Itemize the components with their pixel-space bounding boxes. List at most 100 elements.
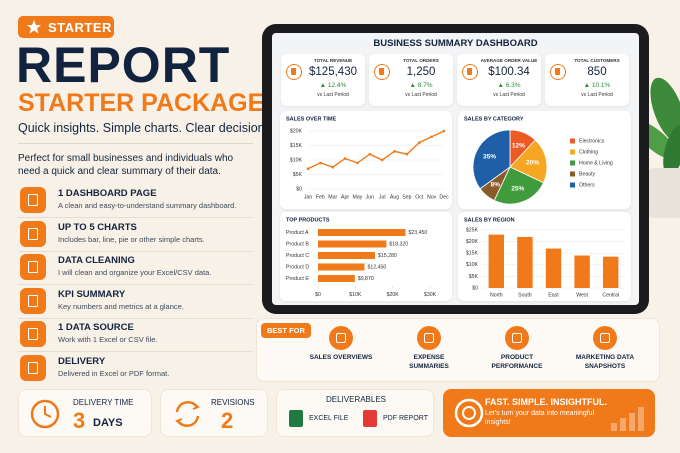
- x-tick-label: North: [490, 292, 503, 298]
- cta-bar-decoration: [611, 423, 617, 431]
- kpi-change: ▲ 12.4%: [319, 82, 347, 89]
- screen: BUSINESS SUMMARY DASHBOARD TOTAL REVENUE $…: [272, 33, 639, 305]
- feature-divider: [18, 250, 253, 252]
- bar: [318, 240, 387, 248]
- sales-line: [307, 130, 445, 170]
- line-point: [393, 150, 396, 153]
- kpi-label: TOTAL CUSTOMERS: [574, 58, 620, 63]
- feature-text: Includes bar, line, pie or other simple …: [58, 234, 205, 244]
- line-point: [331, 165, 335, 169]
- feature-icon-glyph: [28, 294, 38, 307]
- y-tick-label: $10K: [466, 262, 479, 268]
- slice-label: 8%: [491, 181, 501, 188]
- y-tick-label: $5K: [469, 274, 479, 280]
- feature-divider: [18, 284, 253, 285]
- kpi-icon-glyph: [555, 68, 560, 75]
- cta-title: FAST. SIMPLE. INSIGHTFUL.: [485, 397, 608, 407]
- y-category-label: Product B: [286, 241, 309, 247]
- x-tick-label: Aug: [390, 194, 399, 200]
- line-point: [417, 141, 421, 144]
- kpi-change: ▲ 10.1%: [583, 82, 611, 89]
- best-for-glyph: [336, 333, 346, 343]
- revisions-label: REVISIONS: [211, 398, 255, 407]
- line-point: [380, 158, 384, 162]
- x-tick-label: Jan: [304, 194, 312, 200]
- deliverable-item: EXCEL FILE: [309, 415, 349, 422]
- feature-icon: [20, 254, 46, 280]
- x-tick-label: Nov: [427, 194, 437, 200]
- kpi-label: AVERAGE ORDER VALUE: [480, 58, 538, 63]
- pie-slice: [509, 139, 548, 184]
- kpi-card: TOTAL ORDERS 1,250 ▲ 8.7% vs Last Period: [369, 54, 453, 106]
- kpi-note: vs Last Period: [317, 92, 349, 98]
- legend-swatch: [570, 160, 575, 166]
- feature-icon-glyph: [28, 227, 38, 240]
- pie-slice: [472, 129, 511, 190]
- delivery-value: 3: [73, 408, 86, 433]
- chart-card: SALES BY REGION $0 $5K $10K $15K $20K $25K Nort…: [458, 212, 631, 301]
- best-for-icon: [505, 326, 529, 350]
- slice-label: 20%: [526, 159, 539, 166]
- deliverable-item: PDF REPORT: [383, 415, 428, 422]
- feature-text: I will clean and organize your Excel/CSV…: [58, 268, 212, 277]
- x-tick-label: Sep: [402, 194, 411, 200]
- kpi-icon-glyph: [291, 68, 296, 75]
- kpi-value: 1,250: [406, 66, 436, 78]
- best-for-glyph: [512, 333, 522, 343]
- value-label: $23,450: [409, 230, 428, 236]
- clock-hands: [44, 406, 52, 418]
- line-point: [368, 152, 372, 156]
- legend-swatch: [570, 182, 575, 188]
- legend-label: Electronics: [579, 138, 605, 144]
- y-tick-label: $15K: [290, 143, 303, 149]
- best-for-item: MARKETING DATA SNAPSHOTS: [575, 354, 635, 370]
- legend-swatch: [570, 171, 575, 177]
- deliverables-card: DELIVERABLES EXCEL FILE PDF REPORT: [276, 389, 434, 437]
- kpi-icon: [374, 64, 390, 80]
- y-category-label: Product A: [286, 230, 309, 236]
- x-tick-label: Oct: [415, 194, 424, 200]
- dashboard-title: BUSINESS SUMMARY DASHBOARD: [373, 38, 538, 49]
- feature-title: UP TO 5 CHARTS: [58, 221, 137, 233]
- chart-title: SALES BY REGION: [464, 217, 515, 223]
- feature-title: 1 DATA SOURCE: [58, 322, 134, 333]
- y-tick-label: $5K: [293, 172, 303, 178]
- best-for-item: EXPENSE SUMMARIES: [409, 354, 449, 370]
- feature-divider: [18, 351, 253, 352]
- best-for-label: BEST FOR: [261, 323, 311, 338]
- kpi-icon-glyph: [467, 68, 472, 75]
- y-tick-label: $0: [296, 186, 302, 192]
- bar: [574, 255, 590, 288]
- chart-card: TOP PRODUCTS $0 $10K $20K $30K Product A $23,4…: [280, 212, 452, 301]
- star-icon: [27, 20, 41, 34]
- legend-swatch: [570, 138, 575, 144]
- y-tick-label: $0: [472, 285, 478, 291]
- best-for-icon: [417, 326, 441, 350]
- feature-icon: [20, 287, 46, 314]
- cta-text: Let's turn your data into meaningful ins…: [485, 410, 595, 426]
- slice-label: 12%: [512, 142, 525, 149]
- feature-icon-glyph: [28, 261, 38, 273]
- feature-icon: [20, 187, 46, 213]
- kpi-icon: [550, 64, 566, 80]
- bar: [318, 263, 365, 271]
- feature-title: 1 DASHBOARD PAGE: [58, 188, 157, 199]
- bar: [318, 229, 406, 236]
- x-tick-label: Central: [602, 292, 619, 298]
- x-tick-label: Apr: [341, 194, 349, 200]
- description: Perfect for small businesses and individ…: [18, 153, 234, 177]
- value-label: $18,320: [389, 241, 408, 247]
- feature-icon-glyph: [28, 361, 38, 374]
- chart-svg: [30, 399, 60, 429]
- kpi-change: ▲ 6.3%: [497, 82, 521, 89]
- value-label: $9,870: [358, 276, 374, 282]
- file-icon: [289, 410, 303, 427]
- feature-text: Work with 1 Excel or CSV file.: [58, 335, 158, 344]
- feature-icon: [20, 321, 46, 347]
- line-point: [356, 161, 359, 165]
- delivery-card: DELIVERY TIME 3 DAYS: [18, 389, 152, 437]
- chart-svg: [27, 20, 41, 34]
- feature-title: DATA CLEANING: [58, 255, 135, 266]
